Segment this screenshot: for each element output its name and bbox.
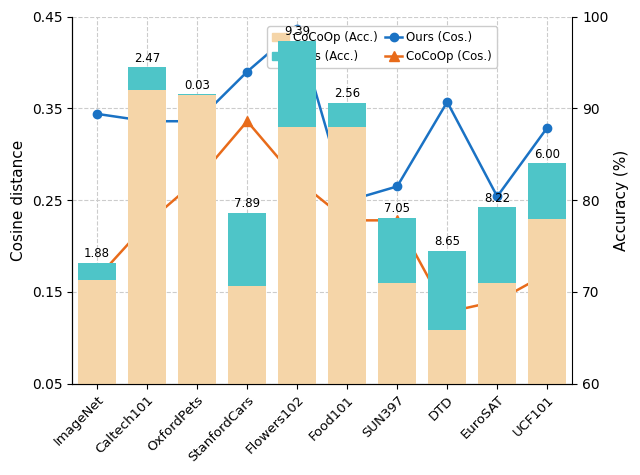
Text: 8.22: 8.22	[484, 191, 510, 205]
Text: 2.56: 2.56	[334, 87, 360, 101]
Bar	[129, 90, 166, 475]
Bar	[529, 163, 566, 218]
Bar	[479, 207, 516, 283]
Text: 6.00: 6.00	[534, 148, 560, 161]
Text: 0.03: 0.03	[184, 78, 210, 92]
Bar	[278, 127, 316, 475]
Bar	[529, 218, 566, 475]
Legend: CoCoOp (Acc.), Ours (Acc.), Ours (Cos.), CoCoOp (Cos.): CoCoOp (Acc.), Ours (Acc.), Ours (Cos.),…	[268, 26, 497, 67]
Bar	[228, 285, 266, 475]
Bar	[129, 67, 166, 90]
Y-axis label: Cosine distance: Cosine distance	[11, 140, 26, 261]
Y-axis label: Accuracy (%): Accuracy (%)	[614, 150, 629, 251]
Bar	[378, 283, 416, 475]
Bar	[278, 40, 316, 127]
Bar	[479, 283, 516, 475]
Bar	[328, 103, 366, 127]
Bar	[428, 251, 466, 331]
Text: 1.88: 1.88	[84, 247, 110, 260]
Text: 8.65: 8.65	[434, 235, 460, 248]
Text: 7.05: 7.05	[384, 202, 410, 215]
Text: 7.89: 7.89	[234, 197, 260, 210]
Text: 2.47: 2.47	[134, 52, 160, 65]
Bar	[179, 95, 216, 475]
Bar	[78, 280, 116, 475]
Text: 9.39: 9.39	[284, 25, 310, 38]
Bar	[228, 213, 266, 285]
Bar	[378, 218, 416, 283]
Bar	[78, 263, 116, 280]
Bar	[328, 127, 366, 475]
Bar	[428, 331, 466, 475]
